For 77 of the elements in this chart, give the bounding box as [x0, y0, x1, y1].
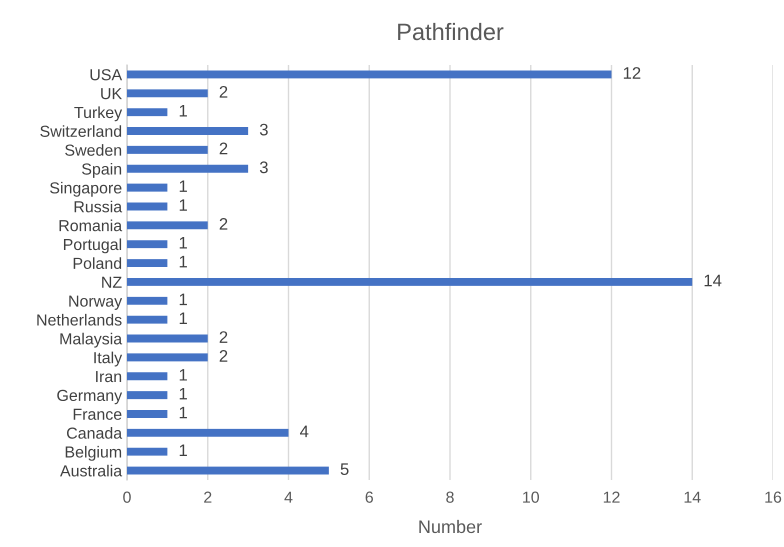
bar — [127, 448, 168, 456]
y-tick-label: Singapore — [50, 182, 122, 197]
y-tick-label: Italy — [94, 352, 122, 366]
x-tick-label: 8 — [446, 492, 454, 503]
x-tick-label: 16 — [765, 492, 782, 503]
y-tick-label: Canada — [67, 427, 122, 439]
y-tick-label: Portugal — [64, 238, 122, 254]
x-tick-label: 0 — [123, 492, 131, 503]
bar — [127, 353, 208, 362]
bar — [127, 164, 248, 173]
bar — [127, 428, 288, 437]
data-label: 1 — [180, 199, 187, 211]
data-label: 1 — [180, 294, 187, 306]
data-label: 2 — [220, 331, 228, 343]
y-tick-label: France — [74, 408, 122, 420]
data-label: 1 — [180, 369, 187, 381]
y-tick-label: USA — [90, 69, 122, 80]
data-label: 1 — [180, 388, 187, 400]
bar — [127, 278, 692, 286]
bar — [127, 466, 329, 475]
y-tick-label: Sweden — [65, 144, 122, 156]
bar — [127, 108, 168, 116]
bar — [127, 202, 168, 210]
data-label: 3 — [260, 124, 268, 136]
data-label: 1 — [180, 312, 187, 324]
y-tick-label: Belgium — [66, 446, 122, 461]
data-label: 1 — [180, 105, 187, 116]
x-tick-label: 12 — [604, 492, 620, 503]
y-tick-label: Spain — [82, 162, 122, 178]
x-tick-label: 10 — [523, 492, 540, 503]
data-label: 1 — [180, 444, 187, 456]
bar — [127, 391, 168, 400]
bar — [127, 240, 168, 248]
data-label: 5 — [340, 463, 349, 476]
data-label: 4 — [300, 426, 308, 438]
y-tick-label: Turkey — [74, 106, 122, 122]
y-tick-label: Netherlands — [37, 314, 122, 326]
bar — [127, 410, 168, 418]
bar — [127, 184, 168, 192]
y-tick-label: UK — [101, 88, 122, 100]
y-tick-label: Russia — [74, 200, 122, 212]
data-label: 1 — [180, 406, 187, 418]
data-label: 1 — [180, 256, 187, 268]
y-tick-label: Iran — [96, 371, 122, 382]
y-tick-label: Romania — [60, 220, 122, 232]
data-label: 2 — [220, 86, 228, 98]
x-tick-label: 2 — [204, 492, 212, 503]
y-tick-label: Poland — [74, 257, 122, 270]
y-tick-label: NZ — [102, 276, 122, 288]
y-tick-label: Australia — [60, 464, 122, 477]
data-label: 14 — [704, 274, 722, 286]
data-label: 3 — [260, 161, 268, 174]
bar — [127, 146, 208, 154]
y-tick-label: Norway — [69, 296, 122, 310]
x-tick-label: 14 — [684, 492, 701, 503]
bar — [127, 334, 208, 342]
y-tick-label: Switzerland — [40, 125, 122, 137]
data-label: 12 — [624, 67, 640, 79]
data-label: 1 — [180, 237, 187, 249]
data-label: 1 — [180, 180, 187, 192]
bar — [127, 70, 612, 78]
data-label: 2 — [220, 218, 228, 230]
x-axis-title: Number — [419, 520, 482, 534]
bar — [127, 221, 208, 230]
data-label: 2 — [220, 142, 228, 154]
bar — [127, 89, 208, 98]
bar — [127, 372, 168, 380]
y-tick-label: Malaysia — [60, 332, 122, 348]
bar — [127, 296, 168, 305]
y-tick-label: Germany — [57, 390, 122, 404]
bar — [127, 316, 168, 324]
x-tick-label: 4 — [284, 492, 292, 503]
bar — [127, 259, 168, 268]
x-tick-label: 6 — [366, 492, 373, 503]
chart-title: Pathfinder — [398, 22, 504, 40]
bar — [127, 127, 248, 135]
data-label: 2 — [220, 350, 228, 362]
